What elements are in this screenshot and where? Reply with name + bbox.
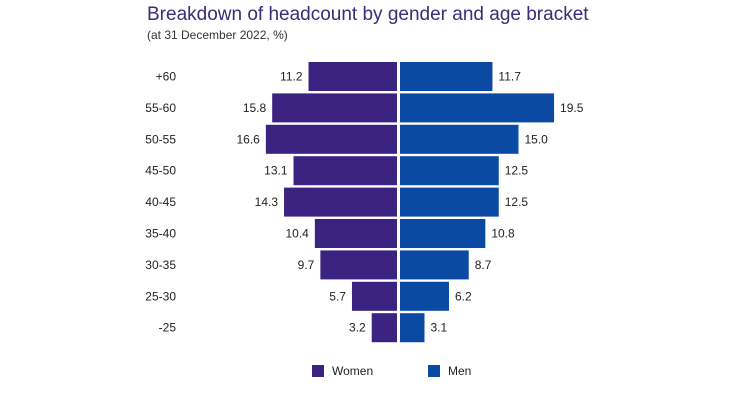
value-label-men: 19.5 [560,101,584,115]
legend-women: Women [312,364,373,378]
legend-men: Men [428,364,471,378]
bar-women [272,93,397,123]
legend-women-label: Women [332,364,374,378]
value-label-women: 11.2 [280,70,303,84]
category-label: +60 [156,70,177,84]
bar-men [400,62,493,91]
value-label-men: 15.0 [525,132,549,146]
value-label-men: 8.7 [475,258,492,272]
value-label-women: 5.7 [329,289,346,303]
bar-men [400,281,449,311]
bar-women [293,156,397,186]
category-label: 35-40 [145,227,176,241]
category-label: 30-35 [145,258,176,272]
bar-women [351,281,397,311]
value-label-women: 15.8 [243,101,267,115]
value-label-men: 6.2 [455,289,472,303]
legend-men-swatch [428,365,440,377]
bar-women [371,313,397,343]
bar-men [400,124,519,154]
bar-men [400,93,555,123]
legend-women-swatch [312,365,324,377]
value-label-women: 10.4 [285,227,309,241]
category-label: 50-55 [145,132,176,146]
category-label: 45-50 [145,164,176,178]
bar-men [400,156,499,186]
legend-men-label: Men [448,364,472,378]
bar-women [265,124,397,154]
value-label-men: 12.5 [505,195,529,209]
value-label-women: 16.6 [237,132,261,146]
value-label-women: 3.2 [349,321,366,335]
bar-men [400,187,499,217]
category-label: 40-45 [145,195,176,209]
bar-women [320,250,397,280]
bar-men [400,219,486,248]
bar-men [400,313,425,343]
bar-women [308,62,397,91]
value-label-women: 14.3 [255,195,279,209]
value-label-men: 12.5 [505,164,529,178]
value-label-women: 13.1 [264,164,288,178]
value-label-men: 10.8 [491,227,515,241]
bar-women [284,187,397,217]
chart-subtitle: (at 31 December 2022, %) [147,28,288,42]
bar-men [400,250,469,280]
value-label-men: 11.7 [498,70,521,84]
value-label-women: 9.7 [298,258,315,272]
bar-women [314,219,397,248]
chart-title: Breakdown of headcount by gender and age… [147,4,589,25]
category-label: 25-30 [145,289,176,303]
value-label-men: 3.1 [430,321,447,335]
category-label: 55-60 [145,101,176,115]
category-label: -25 [159,321,177,335]
